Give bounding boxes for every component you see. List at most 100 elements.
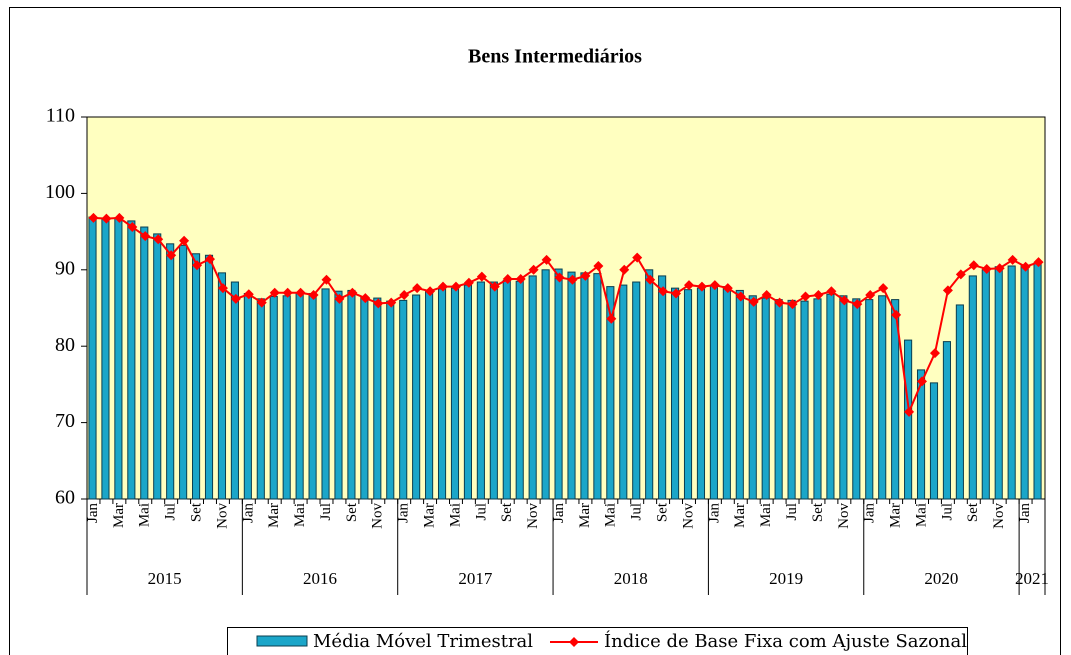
legend-label: Índice de Base Fixa com Ajuste Sazonal: [604, 629, 967, 652]
bar: [826, 293, 835, 500]
bar: [645, 269, 654, 500]
bar: [619, 284, 628, 500]
x-tick-label: Set: [965, 502, 981, 522]
x-tick-label: Set: [655, 502, 671, 522]
line-marker: [735, 291, 746, 302]
line-marker: [904, 406, 915, 417]
bar: [127, 220, 136, 500]
x-tick-label: Set: [499, 502, 515, 522]
line-marker: [386, 297, 397, 308]
x-tick-label: Mar: [732, 503, 748, 528]
x-tick-label: Nov: [525, 503, 541, 529]
line-marker: [632, 252, 643, 263]
x-tick-label: Nov: [214, 503, 230, 529]
bar: [153, 233, 162, 500]
bar: [373, 297, 382, 500]
bar: [321, 288, 330, 500]
line-marker: [438, 281, 449, 292]
bar: [852, 298, 861, 500]
x-tick-label: Jan: [85, 503, 101, 523]
x-tick-label: Mai: [447, 503, 463, 527]
line-marker: [865, 290, 876, 301]
y-tick-label: 90: [55, 257, 75, 279]
line-marker: [1033, 257, 1044, 268]
line-marker: [308, 290, 319, 301]
bar: [1007, 265, 1016, 500]
line-marker: [878, 283, 889, 294]
bar: [593, 273, 602, 500]
x-tick-label: Mar: [888, 503, 904, 528]
bar: [515, 280, 524, 500]
line-marker: [1020, 261, 1031, 272]
x-tick-label: Jan: [240, 503, 256, 523]
line-marker: [476, 271, 487, 282]
line-marker: [295, 287, 306, 298]
x-tick-label: Set: [344, 502, 360, 522]
bar: [981, 269, 990, 500]
bar: [554, 268, 563, 500]
line-marker: [399, 290, 410, 301]
line-marker: [88, 212, 99, 223]
legend-swatch: [256, 635, 308, 647]
line-marker: [373, 298, 384, 309]
bar: [88, 216, 97, 500]
legend-label: Média Móvel Trimestral: [313, 631, 533, 652]
line-marker: [852, 299, 863, 310]
bar: [955, 304, 964, 500]
x-tick-label: Set: [188, 502, 204, 522]
x-tick-label: Nov: [680, 503, 696, 529]
bar: [761, 297, 770, 500]
line-marker: [463, 277, 474, 288]
y-tick-label: 100: [45, 181, 75, 203]
line-marker: [567, 274, 578, 285]
x-tick-label: Jul: [629, 503, 645, 521]
bar: [528, 275, 537, 500]
line-marker: [671, 288, 682, 299]
bar: [580, 272, 589, 500]
bar: [334, 290, 343, 500]
chart-title: Bens Intermediários: [468, 46, 642, 68]
year-label: 2018: [614, 569, 648, 588]
line-marker: [192, 260, 203, 271]
bar: [412, 294, 421, 500]
x-tick-label: Nov: [836, 503, 852, 529]
line-marker: [101, 213, 112, 224]
line-marker: [541, 254, 552, 265]
bar: [295, 292, 304, 500]
line-marker: [722, 283, 733, 294]
bar: [437, 288, 447, 500]
line-marker: [800, 291, 811, 302]
line-marker: [994, 263, 1005, 274]
bar: [425, 290, 434, 500]
y-tick-label: 110: [46, 105, 75, 127]
line-marker: [580, 270, 591, 281]
line-marker: [217, 283, 228, 294]
year-label: 2017: [458, 569, 493, 588]
line-marker: [489, 281, 500, 292]
line-marker: [243, 289, 254, 300]
line-marker: [683, 280, 694, 291]
bar: [658, 275, 667, 500]
bar: [386, 300, 395, 500]
bar: [735, 289, 744, 500]
bar: [994, 266, 1003, 500]
y-tick-label: 60: [55, 487, 75, 509]
line-marker: [554, 272, 565, 283]
line-marker: [114, 212, 125, 223]
line-marker: [619, 264, 630, 275]
x-tick-label: Jul: [318, 503, 334, 521]
line-marker: [502, 273, 513, 284]
bar: [450, 287, 460, 500]
line-marker: [891, 309, 902, 320]
line-marker: [968, 260, 979, 271]
line-marker: [282, 287, 293, 298]
bar: [308, 292, 317, 500]
bar: [929, 382, 939, 500]
bar: [696, 287, 706, 500]
line-marker: [748, 296, 759, 307]
bar: [709, 285, 718, 500]
y-tick-label: 70: [55, 410, 75, 432]
bar: [256, 298, 265, 500]
bar: [541, 269, 550, 500]
